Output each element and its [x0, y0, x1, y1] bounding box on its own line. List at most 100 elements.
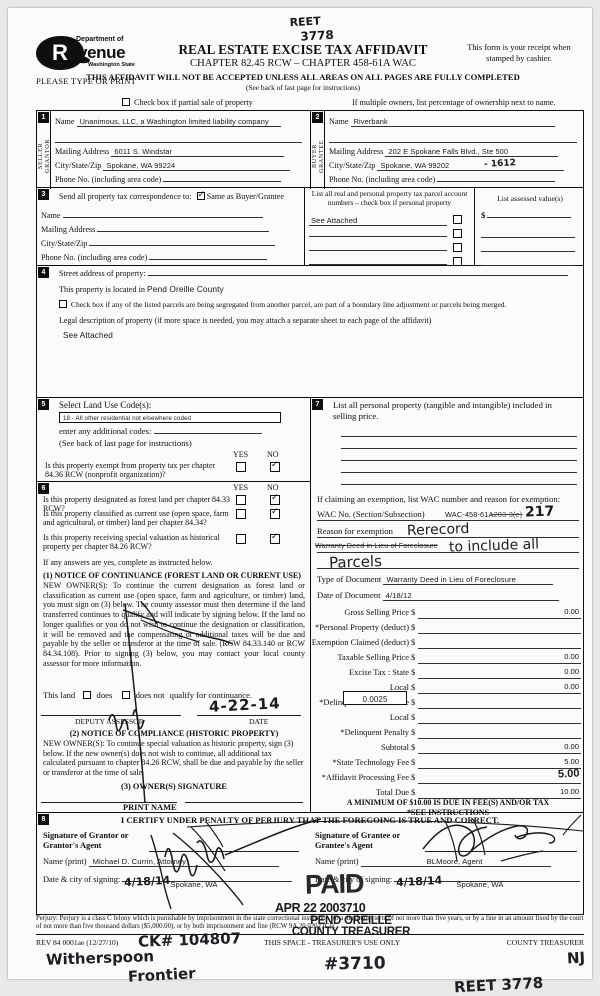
reason-line-1[interactable] — [317, 552, 579, 553]
partial-sale-checkbox[interactable] — [122, 98, 130, 106]
tax-row-line[interactable] — [418, 648, 581, 649]
parcel-value-1[interactable] — [309, 228, 447, 237]
rev-number: REV 84 0001ae (12/27/10) — [36, 938, 119, 947]
segregated-checkbox[interactable] — [59, 300, 67, 308]
logo-r-mark: R — [36, 36, 84, 70]
tax-row-line[interactable] — [418, 753, 581, 754]
exempt-no-checkbox[interactable] — [270, 460, 280, 472]
tax-row-line[interactable] — [418, 768, 581, 769]
tax-row-line[interactable] — [418, 708, 581, 709]
does-qualify-checkbox[interactable] — [83, 691, 92, 699]
assessed-row-2[interactable] — [481, 239, 575, 257]
grantee-print-name[interactable]: BLMoore, Agent — [360, 857, 551, 867]
owner-signature-line[interactable] — [41, 802, 177, 803]
deputy-assessor-line[interactable] — [41, 715, 181, 716]
assessed-value-0[interactable] — [487, 217, 572, 218]
reason-handwritten-3: Parcels — [328, 552, 383, 572]
doc-date-value[interactable]: 4/18/12 — [382, 591, 559, 601]
notice-1-body: NEW OWNER(S): To continue the current de… — [43, 581, 305, 668]
partial-sale-check-group[interactable]: Check box if partial sale of property — [122, 98, 253, 107]
seller-mailing-value[interactable]: 6011 S. Windstar — [111, 147, 285, 157]
located-in-value[interactable]: Pend Oreille County — [147, 284, 224, 294]
section-8-number: 8 — [38, 814, 49, 825]
tax-row-line[interactable] — [418, 738, 581, 739]
personal-property-line-2[interactable] — [341, 460, 577, 461]
personal-property-line-3[interactable] — [341, 472, 577, 473]
tax-row-line[interactable] — [418, 663, 581, 664]
personal-property-line-0[interactable] — [341, 436, 577, 437]
doc-date-label: Date of Document — [317, 590, 381, 600]
tax-row-value[interactable]: 0.00 — [564, 652, 579, 661]
tax-row-value[interactable]: 10.00 — [559, 787, 579, 796]
buyer-phone-value[interactable] — [437, 181, 556, 182]
tax-row-line[interactable] — [418, 723, 581, 724]
parcel-value-2[interactable] — [309, 242, 447, 251]
reason-line-0[interactable] — [317, 537, 579, 538]
parcel-value-3[interactable] — [309, 256, 447, 265]
tax-row-line[interactable] — [418, 618, 581, 619]
assessed-row-3[interactable] — [481, 253, 575, 271]
buyer-name-value[interactable]: Riverbank — [350, 117, 555, 127]
grantor-print-name[interactable]: Michael D. Currin, Attorney — [88, 857, 279, 867]
corr-name-value[interactable] — [62, 217, 263, 218]
grantor-signature-line[interactable] — [149, 851, 299, 852]
parcel-value-0[interactable]: See Attached — [309, 216, 447, 226]
historic-no-checkbox[interactable] — [270, 532, 280, 544]
parcel-personal-checkbox-2[interactable] — [453, 243, 462, 252]
buyer-mailing-value[interactable]: 202 E Spokane Falls Blvd., Ste 500 — [385, 147, 559, 157]
tax-row-dollar: $ — [411, 683, 416, 692]
parcel-personal-checkbox-1[interactable] — [453, 229, 462, 238]
tax-row-value[interactable]: 0.00 — [564, 742, 579, 751]
owner-print-name-line[interactable] — [185, 802, 303, 803]
seller-section: 1 SELLER GRANTOR Name Unanimous, LLC, a … — [37, 111, 311, 189]
wac-line[interactable] — [317, 520, 579, 521]
exempt-yes-checkbox[interactable] — [236, 462, 246, 472]
corr-phone-value[interactable] — [149, 259, 268, 260]
grantee-date-value[interactable]: 4/18/14 Spokane, WA — [394, 874, 581, 889]
assessor-date-line[interactable] — [197, 715, 301, 716]
current-use-no-checkbox[interactable] — [270, 507, 280, 519]
grantee-signature-line[interactable] — [425, 851, 577, 852]
current-use-yes-checkbox[interactable] — [236, 509, 246, 519]
tax-row-line[interactable] — [418, 783, 581, 784]
tax-row-line[interactable] — [418, 693, 581, 694]
historic-yes-checkbox[interactable] — [236, 534, 246, 544]
tax-row: *State Technology Fee $5.00 — [311, 757, 585, 773]
local-rate-box[interactable]: 0.0025 — [343, 691, 407, 705]
grantee-date-handwritten: 4/18/14 — [396, 873, 443, 890]
forest-land-yes-checkbox[interactable] — [236, 495, 246, 505]
seller-phone-value[interactable] — [163, 181, 282, 182]
seller-city-value[interactable]: Spokane, WA 99224 — [103, 161, 291, 171]
tax-row-line[interactable] — [418, 798, 581, 799]
tax-row-value[interactable]: 5.00 — [557, 767, 580, 781]
buyer-city-value[interactable]: Spokane, WA 99202 — [377, 161, 565, 171]
corr-phone-row: Phone No. (including area code) — [41, 253, 268, 262]
tax-row-line[interactable] — [418, 678, 581, 679]
corr-mailing-value[interactable] — [97, 231, 270, 232]
street-address-value[interactable] — [147, 275, 568, 276]
parcel-personal-checkbox-0[interactable] — [453, 215, 462, 224]
grantor-date-value[interactable]: 4/18/14 Spokane, WA — [122, 874, 293, 889]
reason-line-2[interactable] — [317, 568, 579, 569]
parcel-personal-checkbox-3[interactable] — [453, 257, 462, 266]
tax-row-line[interactable] — [418, 633, 581, 634]
additional-codes-value[interactable] — [153, 433, 262, 434]
handwritten-name-1: Witherspoon — [45, 947, 155, 969]
same-as-buyer-checkbox[interactable] — [196, 190, 205, 200]
seller-name-value[interactable]: Unanimous, LLC, a Washington limited lia… — [76, 117, 281, 127]
tax-row-value[interactable]: 0.00 — [564, 607, 579, 616]
forest-land-no-checkbox[interactable] — [270, 493, 280, 505]
does-not-qualify-checkbox[interactable] — [122, 691, 131, 699]
doc-type-value[interactable]: Warranty Deed in Lieu of Foreclosure — [383, 575, 554, 585]
tax-row-value[interactable]: 0.00 — [564, 667, 579, 676]
doc-date-row: Date of Document 4/18/12 — [317, 590, 559, 601]
corr-city-value[interactable] — [89, 245, 276, 246]
tax-row-value[interactable]: 5.00 — [564, 757, 579, 766]
tax-row-value[interactable]: 0.00 — [564, 682, 579, 691]
section-1-number: 1 — [38, 112, 49, 123]
personal-property-line-1[interactable] — [341, 448, 577, 449]
assessed-row-1[interactable] — [481, 225, 575, 243]
legal-desc-value[interactable]: See Attached — [63, 331, 113, 340]
land-use-code-box[interactable]: 18 - All other residential not elsewhere… — [59, 412, 281, 423]
personal-property-line-4[interactable] — [341, 484, 577, 485]
